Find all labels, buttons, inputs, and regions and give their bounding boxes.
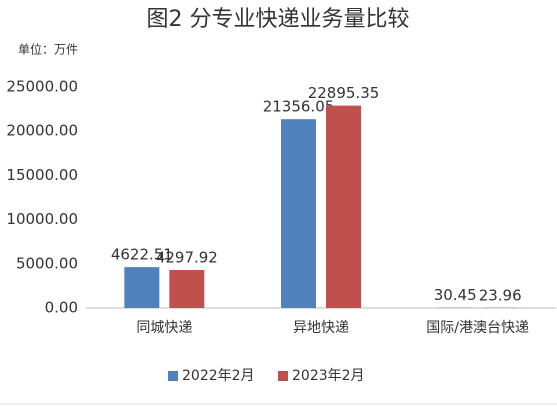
y-tick-label: 25000.00 bbox=[6, 78, 78, 96]
legend-swatch bbox=[278, 371, 288, 381]
y-tick-label: 5000.00 bbox=[16, 254, 78, 272]
data-label: 23.96 bbox=[479, 286, 522, 304]
bar bbox=[326, 105, 361, 308]
data-label: 30.45 bbox=[434, 286, 477, 304]
x-tick-label: 国际/港澳台快递 bbox=[426, 320, 529, 336]
data-label: 22895.35 bbox=[308, 84, 380, 102]
bar bbox=[124, 267, 160, 308]
unit-label: 单位：万件 bbox=[18, 42, 78, 57]
y-tick-label: 15000.00 bbox=[6, 166, 78, 184]
y-tick-label: 0.00 bbox=[45, 299, 78, 317]
data-label: 21356.05 bbox=[263, 98, 335, 116]
chart-title: 图2 分专业快递业务量比较 bbox=[147, 7, 410, 32]
bar bbox=[281, 119, 316, 308]
legend-label: 2022年2月 bbox=[182, 368, 255, 384]
data-label: 4622.51 bbox=[111, 246, 173, 264]
y-tick-label: 20000.00 bbox=[6, 122, 78, 140]
data-label: 4297.92 bbox=[156, 249, 218, 267]
legend-label: 2023年2月 bbox=[292, 368, 365, 384]
x-tick-label: 同城快递 bbox=[136, 320, 192, 336]
bar bbox=[169, 270, 205, 308]
legend-swatch bbox=[168, 371, 178, 381]
x-tick-label: 异地快递 bbox=[293, 320, 349, 336]
y-tick-label: 10000.00 bbox=[6, 210, 78, 228]
